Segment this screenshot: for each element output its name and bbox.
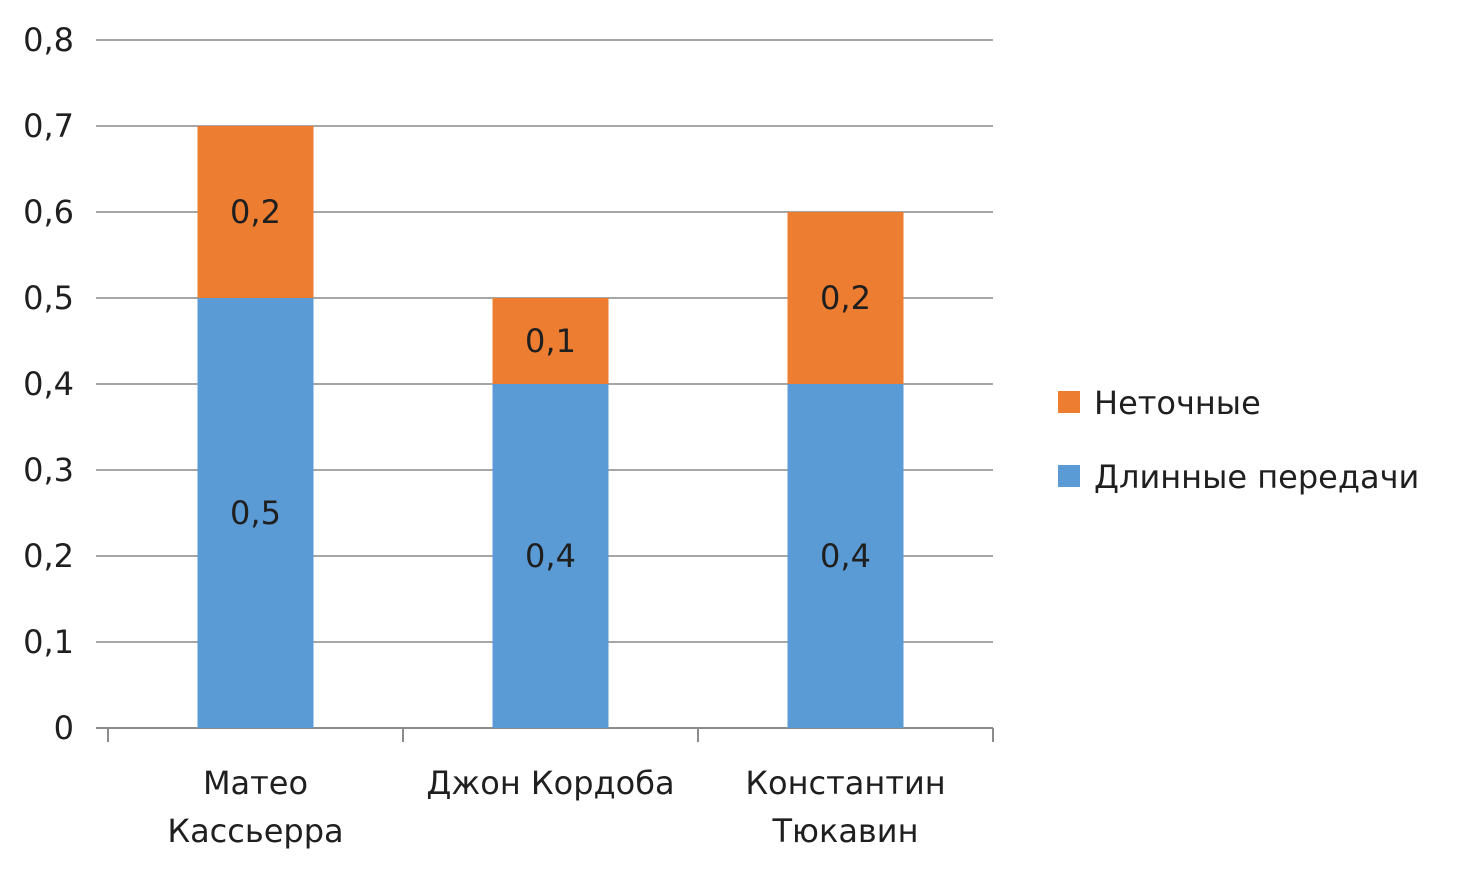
y-tick-label: 0,7 [23, 107, 74, 145]
x-axis [107, 728, 994, 742]
y-tick-label: 0,3 [23, 451, 74, 489]
data-label: 0,1 [525, 322, 576, 360]
legend: Неточные Длинные передачи [1058, 384, 1419, 496]
y-tick-label: 0,2 [23, 537, 74, 575]
legend-swatch [1058, 391, 1080, 413]
data-label: 0,2 [820, 279, 871, 317]
category-label-line: Константин [745, 764, 945, 802]
y-axis-ticks: 0 0,1 0,2 0,3 0,4 0,5 0,6 0,7 0,8 [23, 21, 74, 747]
category-label-line: Джон Кордоба [426, 764, 674, 802]
y-tick-label: 0,6 [23, 193, 74, 231]
y-tick-label: 0,5 [23, 279, 74, 317]
category-label-line: Матео [203, 764, 308, 802]
category-label: Константин Тюкавин [745, 764, 945, 850]
y-tick-label: 0,8 [23, 21, 74, 59]
bars [197, 126, 904, 728]
y-tick-label: 0 [54, 709, 74, 747]
bar-segment-long-passes [197, 298, 314, 728]
bar-segment-inaccurate [197, 126, 314, 298]
legend-label: Длинные передачи [1094, 458, 1419, 496]
bar-segment-inaccurate [787, 212, 904, 384]
bar-segment-inaccurate [492, 298, 609, 384]
category-labels: Матео Кассьерра Джон Кордоба Константин Тюка… [167, 764, 945, 850]
y-tick-label: 0,4 [23, 365, 74, 403]
data-label: 0,4 [820, 537, 871, 575]
legend-swatch [1058, 465, 1080, 487]
y-tick-label: 0,1 [23, 623, 74, 661]
data-label: 0,5 [230, 494, 281, 532]
category-label-line: Тюкавин [772, 812, 919, 850]
bar-segment-long-passes [492, 384, 609, 728]
data-label: 0,2 [230, 193, 281, 231]
legend-label: Неточные [1094, 384, 1261, 422]
data-labels: 0,5 0,2 0,4 0,1 0,4 0,2 [230, 193, 871, 575]
category-label: Матео Кассьерра [167, 764, 343, 850]
category-label: Джон Кордоба [426, 764, 674, 802]
category-label-line: Кассьерра [167, 812, 343, 850]
data-label: 0,4 [525, 537, 576, 575]
bar-segment-long-passes [787, 384, 904, 728]
